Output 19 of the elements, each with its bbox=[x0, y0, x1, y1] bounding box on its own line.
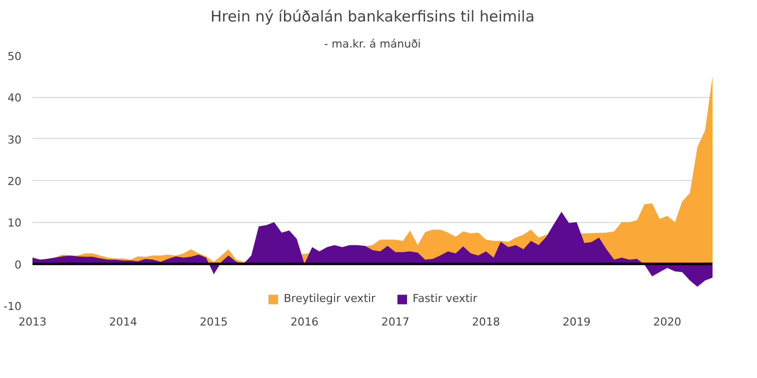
chart-subtitle: - ma.kr. á mánuði bbox=[324, 38, 421, 50]
x-tick-label: 2019 bbox=[562, 316, 591, 328]
y-tick-label: 40 bbox=[8, 92, 22, 105]
x-tick-label: 2015 bbox=[200, 316, 228, 328]
y-tick-label: 20 bbox=[8, 175, 22, 188]
y-tick-label: 10 bbox=[8, 216, 22, 230]
y-tick-label: -10 bbox=[4, 300, 22, 313]
chart-title: Hrein ný íbúðalán bankakerfisins til heimila bbox=[210, 8, 535, 26]
y-tick-label: 50 bbox=[8, 50, 22, 63]
y-tick-label: 30 bbox=[8, 133, 22, 146]
x-tick-label: 2018 bbox=[472, 316, 500, 328]
x-tick-label: 2020 bbox=[653, 316, 682, 328]
x-tick-label: 2013 bbox=[18, 316, 47, 328]
x-tick-label: 2017 bbox=[381, 316, 410, 328]
y-tick-label: 0 bbox=[14, 258, 22, 272]
x-tick-label: 2016 bbox=[290, 316, 318, 328]
x-tick-label: 2014 bbox=[109, 316, 138, 328]
legend-label: Breytilegir vextir bbox=[284, 292, 376, 305]
legend-label: Fastir vextir bbox=[412, 292, 478, 305]
